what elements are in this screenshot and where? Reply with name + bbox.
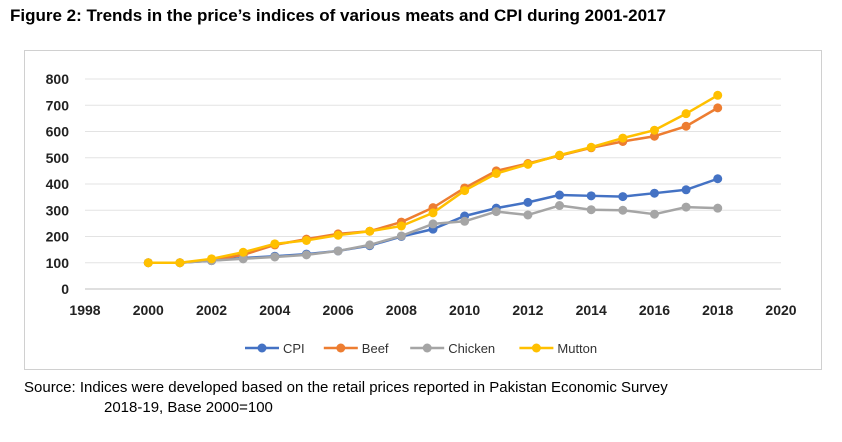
y-tick-label: 0 bbox=[61, 281, 69, 297]
data-point-chicken bbox=[428, 219, 438, 229]
legend-marker-beef bbox=[336, 343, 346, 353]
data-point-chicken bbox=[713, 203, 723, 213]
data-point-cpi bbox=[523, 197, 533, 207]
source-line-2: 2018-19, Base 2000=100 bbox=[104, 399, 273, 416]
data-point-chicken bbox=[301, 250, 311, 260]
y-tick-label: 600 bbox=[46, 124, 70, 140]
x-tick-label: 2012 bbox=[512, 302, 543, 318]
y-tick-label: 300 bbox=[46, 202, 70, 218]
data-point-chicken bbox=[365, 240, 375, 250]
x-tick-label: 2000 bbox=[133, 302, 164, 318]
y-tick-label: 800 bbox=[46, 71, 70, 87]
y-tick-label: 700 bbox=[46, 97, 70, 113]
data-point-mutton bbox=[460, 186, 470, 196]
legend-item-beef: Beef bbox=[323, 341, 389, 356]
legend-item-chicken: Chicken bbox=[410, 341, 495, 356]
data-point-chicken bbox=[491, 207, 501, 217]
data-point-mutton bbox=[491, 169, 501, 178]
legend-label-chicken: Chicken bbox=[448, 341, 495, 356]
legend-label-mutton: Mutton bbox=[557, 341, 597, 356]
series-beef bbox=[143, 103, 723, 268]
x-tick-label: 2006 bbox=[323, 302, 354, 318]
figure-title: Figure 2: Trends in the price’s indices … bbox=[10, 6, 666, 25]
data-point-mutton bbox=[365, 226, 375, 236]
legend-marker-mutton bbox=[531, 343, 541, 353]
data-point-mutton bbox=[396, 221, 406, 231]
legend-label-beef: Beef bbox=[362, 341, 389, 356]
x-tick-label: 2016 bbox=[639, 302, 670, 318]
data-point-mutton bbox=[586, 142, 596, 152]
data-point-mutton bbox=[301, 235, 311, 245]
x-tick-label: 2010 bbox=[449, 302, 480, 318]
legend-item-mutton: Mutton bbox=[519, 341, 597, 356]
x-tick-label: 2014 bbox=[576, 302, 607, 318]
data-point-mutton bbox=[681, 109, 691, 119]
data-point-mutton bbox=[143, 258, 153, 268]
legend-label-cpi: CPI bbox=[283, 341, 305, 356]
data-point-cpi bbox=[586, 191, 596, 201]
data-point-chicken bbox=[681, 202, 691, 212]
chart-area: 0 100 200 300 400 500 600 700 800 1998 2000 2002 20… bbox=[24, 50, 822, 370]
x-tick-label: 2018 bbox=[702, 302, 733, 318]
x-axis-tick-labels: 1998 2000 2002 2004 2006 2008 2010 2012 2014 2016… bbox=[69, 302, 796, 318]
data-point-beef bbox=[713, 103, 723, 113]
source-line-1: Source: Indices were developed based on … bbox=[24, 379, 668, 396]
data-point-cpi bbox=[681, 185, 691, 195]
series-lines bbox=[143, 90, 723, 268]
data-point-chicken bbox=[238, 254, 248, 264]
y-tick-label: 100 bbox=[46, 255, 70, 271]
data-point-mutton bbox=[713, 90, 723, 100]
x-tick-label: 2020 bbox=[765, 302, 796, 318]
data-point-chicken bbox=[649, 209, 659, 219]
source-note: Source: Indices were developed based on … bbox=[24, 378, 824, 418]
data-point-mutton bbox=[555, 150, 565, 160]
data-point-mutton bbox=[238, 247, 248, 257]
y-tick-label: 500 bbox=[46, 150, 70, 166]
data-point-mutton bbox=[523, 159, 533, 169]
legend: CPI Beef Chicken Mutton bbox=[245, 341, 597, 356]
data-point-mutton bbox=[333, 230, 343, 240]
data-point-mutton bbox=[270, 239, 280, 249]
x-tick-label: 1998 bbox=[69, 302, 100, 318]
data-point-chicken bbox=[460, 216, 470, 226]
data-point-chicken bbox=[586, 205, 596, 215]
y-tick-label: 200 bbox=[46, 229, 70, 245]
y-axis-tick-labels: 0 100 200 300 400 500 600 700 800 bbox=[46, 71, 70, 297]
gridlines bbox=[85, 78, 781, 290]
data-point-chicken bbox=[333, 246, 343, 256]
data-point-cpi bbox=[713, 174, 723, 184]
data-point-mutton bbox=[649, 125, 659, 135]
x-tick-label: 2002 bbox=[196, 302, 227, 318]
data-point-beef bbox=[681, 121, 691, 131]
data-point-mutton bbox=[175, 258, 185, 268]
data-point-chicken bbox=[396, 231, 406, 241]
data-point-chicken bbox=[555, 201, 565, 211]
data-point-chicken bbox=[270, 252, 280, 262]
line-chart: 0 100 200 300 400 500 600 700 800 1998 2000 2002 20… bbox=[46, 71, 797, 356]
legend-marker-cpi bbox=[257, 343, 267, 353]
data-point-chicken bbox=[523, 210, 533, 220]
legend-marker-chicken bbox=[422, 343, 432, 353]
data-point-cpi bbox=[555, 190, 565, 200]
data-point-cpi bbox=[649, 188, 659, 198]
x-tick-label: 2004 bbox=[259, 302, 290, 318]
x-tick-label: 2008 bbox=[386, 302, 417, 318]
series-mutton bbox=[143, 90, 723, 268]
data-point-mutton bbox=[207, 254, 217, 264]
data-point-mutton bbox=[428, 208, 438, 218]
data-point-mutton bbox=[618, 133, 628, 143]
y-tick-label: 400 bbox=[46, 176, 70, 192]
series-line-mutton bbox=[148, 94, 719, 264]
data-point-cpi bbox=[618, 192, 628, 202]
data-point-chicken bbox=[618, 205, 628, 215]
legend-item-cpi: CPI bbox=[245, 341, 305, 356]
